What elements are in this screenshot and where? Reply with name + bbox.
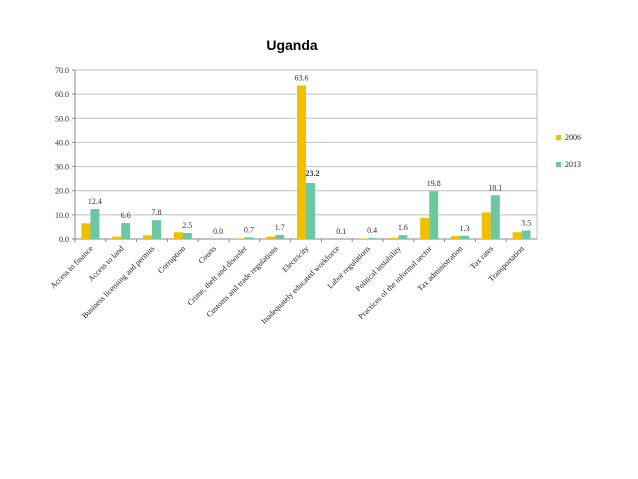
y-tick-label: 10.0 — [55, 211, 69, 220]
legend-swatch — [556, 135, 561, 140]
bar-2006 — [266, 236, 276, 239]
y-tick-label: 60.0 — [55, 90, 69, 99]
bar-2013 — [490, 195, 500, 239]
data-label: 1.6 — [398, 223, 408, 232]
bar-2013 — [121, 223, 131, 239]
data-label: 3.5 — [521, 219, 531, 228]
bar-2013 — [460, 235, 469, 239]
bar-2006 — [481, 212, 491, 239]
legend-label: 2006 — [565, 133, 581, 142]
bar-2013 — [90, 209, 100, 239]
chart-title: Uganda — [266, 37, 318, 53]
bar-2013 — [244, 237, 254, 239]
data-label: 0.7 — [244, 225, 254, 234]
bar-2013 — [182, 232, 192, 239]
data-label: 1.3 — [460, 224, 470, 233]
data-label: 23.2 — [306, 169, 320, 178]
bar-2013 — [429, 191, 439, 239]
category-label: Tax rates — [468, 244, 495, 271]
bar-2006 — [389, 237, 399, 239]
data-label: 12.4 — [88, 197, 102, 206]
category-label: Courts — [197, 244, 218, 265]
data-label: 19.8 — [427, 179, 441, 188]
bar-2006 — [420, 217, 430, 239]
bar-2006 — [451, 236, 460, 239]
y-tick-label: 20.0 — [55, 187, 69, 196]
bar-2013 — [398, 235, 408, 239]
data-label: 2.5 — [182, 221, 192, 230]
bar-2006 — [512, 232, 522, 239]
bar-2006 — [143, 235, 152, 239]
data-label: 0.4 — [367, 226, 377, 235]
data-labels: 12.4 6.6 7.8 2.5 0.0 0.7 1.7 63.6 23.2 0.1 0.4 1.6 1… — [88, 73, 531, 236]
data-label: 0.0 — [213, 227, 223, 236]
category-label: Corruption — [156, 244, 187, 275]
y-tick-label: 40.0 — [55, 138, 69, 147]
bar-2013 — [275, 234, 285, 239]
bar-2006 — [297, 85, 306, 239]
data-label: 0.1 — [336, 227, 346, 236]
data-label: 63.6 — [295, 73, 309, 82]
bar-2006 — [81, 223, 91, 239]
data-label: 7.8 — [152, 208, 162, 217]
y-tick-label: 0.0 — [59, 235, 69, 244]
bar-2013 — [152, 220, 161, 239]
bar-2006 — [173, 232, 183, 239]
category-label: Electricity — [280, 244, 310, 274]
y-tick-label: 30.0 — [55, 163, 69, 172]
y-tick-label: 50.0 — [55, 114, 69, 123]
bars — [81, 85, 531, 239]
data-label: 1.7 — [275, 223, 285, 232]
bar-2013 — [306, 182, 315, 239]
legend-swatch — [556, 162, 561, 167]
legend: 2006 2013 — [556, 133, 581, 169]
bar-2013 — [521, 230, 531, 239]
legend-label: 2013 — [565, 160, 581, 169]
data-label: 6.6 — [121, 211, 131, 220]
category-label: Crime, theft and disorder — [186, 244, 249, 307]
bar-2006 — [112, 236, 122, 239]
y-tick-label: 70.0 — [55, 66, 69, 75]
data-label: 18.1 — [488, 183, 502, 192]
bar-2013 — [367, 238, 377, 239]
category-label: Access to finance — [49, 244, 96, 291]
